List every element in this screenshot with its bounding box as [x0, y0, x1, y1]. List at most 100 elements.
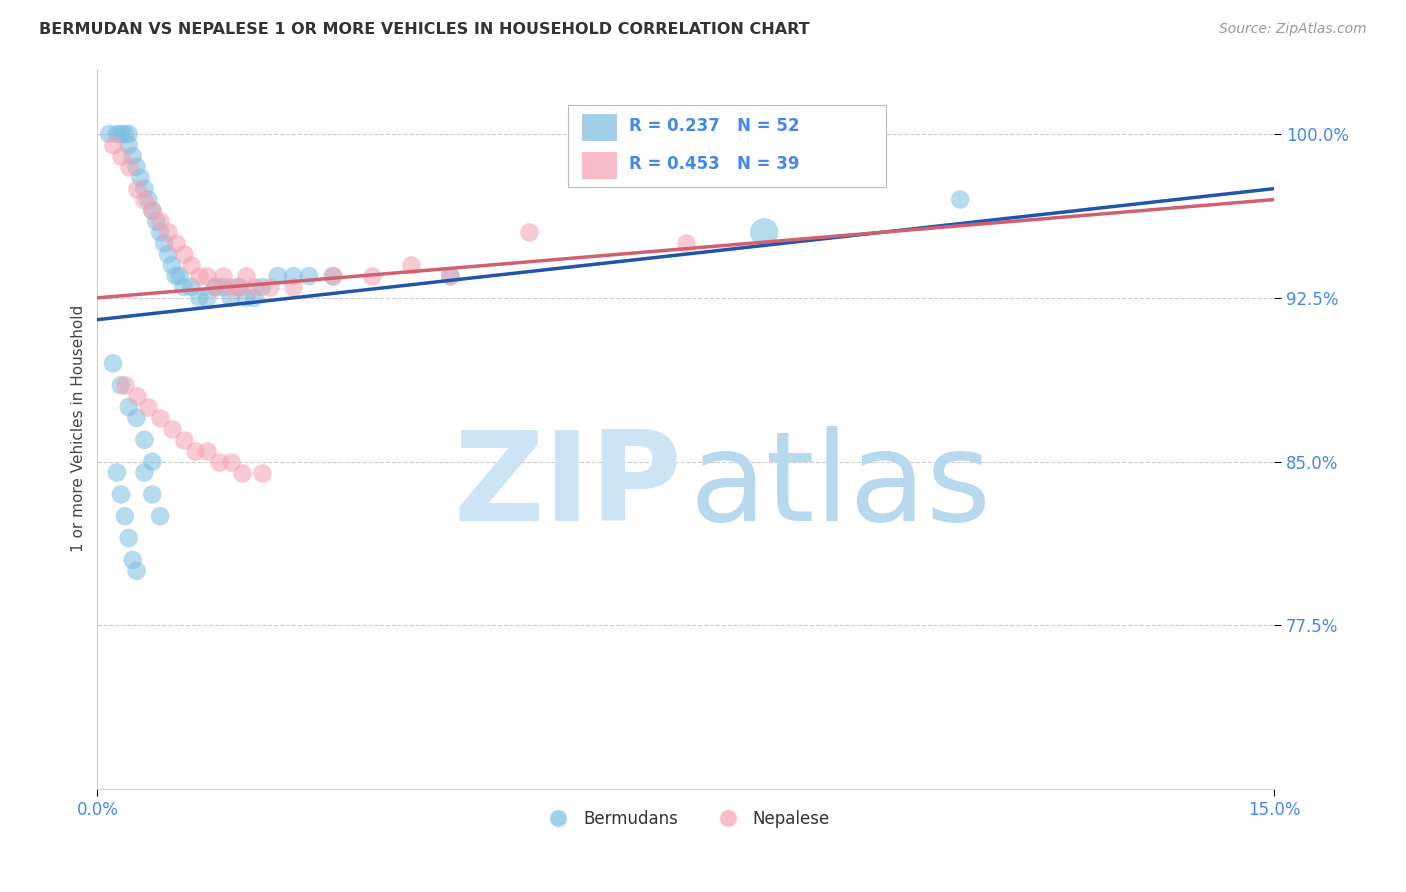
Point — [105, 466, 128, 480]
Point — [267, 268, 290, 283]
Point — [138, 400, 160, 414]
Point — [101, 138, 124, 153]
Point — [156, 225, 179, 239]
Point — [283, 280, 305, 294]
Point — [208, 455, 231, 469]
Point — [173, 280, 195, 294]
FancyBboxPatch shape — [568, 104, 886, 187]
Point — [399, 258, 422, 272]
Point — [149, 214, 172, 228]
Point — [204, 280, 226, 294]
Point — [322, 268, 344, 283]
Point — [228, 280, 250, 294]
Point — [118, 400, 141, 414]
Point — [243, 291, 266, 305]
Point — [259, 280, 281, 294]
Point — [118, 138, 141, 153]
Point — [110, 149, 132, 163]
Point — [439, 268, 461, 283]
Point — [149, 509, 172, 524]
Point — [173, 247, 195, 261]
Point — [184, 443, 207, 458]
Text: R = 0.237   N = 52: R = 0.237 N = 52 — [630, 117, 800, 136]
Point — [204, 280, 226, 294]
Point — [118, 127, 141, 141]
Point — [235, 291, 257, 305]
Text: R = 0.453   N = 39: R = 0.453 N = 39 — [630, 155, 800, 173]
Point — [228, 280, 250, 294]
Point — [118, 531, 141, 545]
Point — [283, 268, 305, 283]
Point — [141, 455, 163, 469]
Point — [145, 214, 167, 228]
FancyBboxPatch shape — [582, 114, 617, 141]
Point — [141, 487, 163, 501]
Point — [949, 193, 972, 207]
Point — [195, 291, 218, 305]
Point — [439, 268, 461, 283]
Point — [243, 280, 266, 294]
Point — [101, 356, 124, 370]
Point — [195, 268, 218, 283]
Point — [361, 268, 384, 283]
Point — [141, 203, 163, 218]
Text: ZIP: ZIP — [453, 426, 682, 547]
Legend: Bermudans, Nepalese: Bermudans, Nepalese — [534, 804, 837, 835]
Point — [165, 236, 187, 251]
Point — [125, 181, 148, 195]
Point — [219, 280, 242, 294]
Point — [298, 268, 321, 283]
Point — [188, 291, 211, 305]
Point — [219, 455, 242, 469]
Point — [110, 487, 132, 501]
Point — [235, 268, 257, 283]
Point — [134, 433, 156, 447]
Point — [231, 466, 253, 480]
Point — [675, 236, 697, 251]
FancyBboxPatch shape — [582, 152, 617, 179]
Point — [160, 422, 183, 436]
Point — [98, 127, 121, 141]
Point — [121, 553, 143, 567]
Point — [125, 564, 148, 578]
Point — [114, 509, 136, 524]
Point — [118, 160, 141, 174]
Point — [195, 443, 218, 458]
Point — [121, 149, 143, 163]
Point — [110, 378, 132, 392]
Point — [141, 203, 163, 218]
Point — [212, 268, 235, 283]
Point — [134, 466, 156, 480]
Point — [125, 411, 148, 425]
Point — [250, 280, 273, 294]
Point — [114, 127, 136, 141]
Point — [138, 193, 160, 207]
Point — [250, 466, 273, 480]
Point — [173, 433, 195, 447]
Point — [125, 160, 148, 174]
Y-axis label: 1 or more Vehicles in Household: 1 or more Vehicles in Household — [72, 305, 86, 552]
Point — [212, 280, 235, 294]
Point — [105, 127, 128, 141]
Point — [129, 170, 152, 185]
Point — [125, 389, 148, 403]
Point — [169, 268, 191, 283]
Text: BERMUDAN VS NEPALESE 1 OR MORE VEHICLES IN HOUSEHOLD CORRELATION CHART: BERMUDAN VS NEPALESE 1 OR MORE VEHICLES … — [39, 22, 810, 37]
Point — [134, 193, 156, 207]
Point — [517, 225, 540, 239]
Text: Source: ZipAtlas.com: Source: ZipAtlas.com — [1219, 22, 1367, 37]
Point — [149, 225, 172, 239]
Point — [180, 258, 202, 272]
Point — [156, 247, 179, 261]
Point — [114, 378, 136, 392]
Point — [322, 268, 344, 283]
Point — [160, 258, 183, 272]
Point — [149, 411, 172, 425]
Point — [188, 268, 211, 283]
Text: atlas: atlas — [689, 426, 991, 547]
Point — [153, 236, 176, 251]
Point — [134, 181, 156, 195]
Point — [219, 291, 242, 305]
Point — [180, 280, 202, 294]
Point — [165, 268, 187, 283]
